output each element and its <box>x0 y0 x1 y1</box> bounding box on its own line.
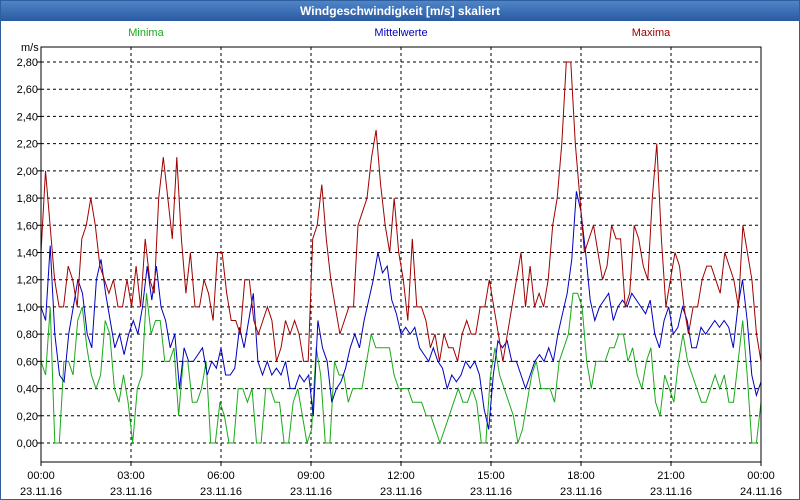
x-tick-time: 00:00 <box>747 470 775 482</box>
x-tick-time: 09:00 <box>297 470 325 482</box>
y-tick-label: 1,00 <box>17 302 38 314</box>
legend-entry-maxima: Maxima <box>632 27 671 39</box>
chart-title: Windgeschwindigkeit [m/s] skaliert <box>1 1 799 21</box>
legend-entry-mittelwerte: Mittelwerte <box>374 27 427 39</box>
x-tick-date: 23.11.16 <box>200 486 242 498</box>
x-tick-date: 24.11.16 <box>740 486 782 498</box>
x-tick-time: 06:00 <box>207 470 235 482</box>
x-tick-time: 18:00 <box>567 470 595 482</box>
x-tick-date: 23.11.16 <box>650 486 692 498</box>
y-tick-label: 2,80 <box>17 57 38 69</box>
y-tick-label: 1,40 <box>17 248 38 260</box>
legend: Minima Mittelwerte Maxima <box>128 27 671 39</box>
x-tick-time: 15:00 <box>477 470 505 482</box>
y-tick-label: 0,60 <box>17 356 38 368</box>
y-axis: m/s 0,00 0,20 0,40 0,60 0,80 1,00 1,20 1,40 1,60 1… <box>17 42 41 450</box>
x-tick-time: 00:00 <box>27 470 55 482</box>
x-tick-date: 23.11.16 <box>560 486 602 498</box>
x-tick-date: 23.11.16 <box>290 486 332 498</box>
wind-speed-chart: m/s 0,00 0,20 0,40 0,60 0,80 1,00 1,20 1,40 1,60 1… <box>17 27 782 498</box>
y-tick-label: 0,80 <box>17 329 38 341</box>
grid <box>41 47 761 462</box>
x-axis: 00:00 23.11.16 03:00 23.11.16 06:00 23.11.16 0… <box>20 462 782 498</box>
x-tick-time: 03:00 <box>117 470 145 482</box>
y-tick-label: 2,60 <box>17 84 38 96</box>
x-tick-date: 23.11.16 <box>470 486 512 498</box>
y-tick-label: 2,00 <box>17 166 38 178</box>
legend-entry-minima: Minima <box>128 27 164 39</box>
series-line-minima <box>40 292 762 445</box>
y-tick-label: 1,60 <box>17 220 38 232</box>
x-tick-date: 23.11.16 <box>110 486 152 498</box>
y-axis-label: m/s <box>21 42 39 54</box>
y-tick-label: 1,20 <box>17 275 38 287</box>
y-tick-label: 2,20 <box>17 139 38 151</box>
y-tick-label: 2,40 <box>17 111 38 123</box>
y-tick-label: 0,20 <box>17 411 38 423</box>
y-tick-label: 0,40 <box>17 384 38 396</box>
y-tick-label: 1,80 <box>17 193 38 205</box>
x-tick-date: 23.11.16 <box>380 486 422 498</box>
y-tick-label: 0,00 <box>17 438 38 450</box>
x-tick-time: 21:00 <box>657 470 685 482</box>
series-line-mittelwerte <box>40 191 762 430</box>
x-tick-time: 12:00 <box>387 470 415 482</box>
plot-frame <box>40 46 762 463</box>
series-line-maxima <box>40 61 762 362</box>
x-tick-date: 23.11.16 <box>20 486 62 498</box>
series-lines <box>40 61 762 445</box>
